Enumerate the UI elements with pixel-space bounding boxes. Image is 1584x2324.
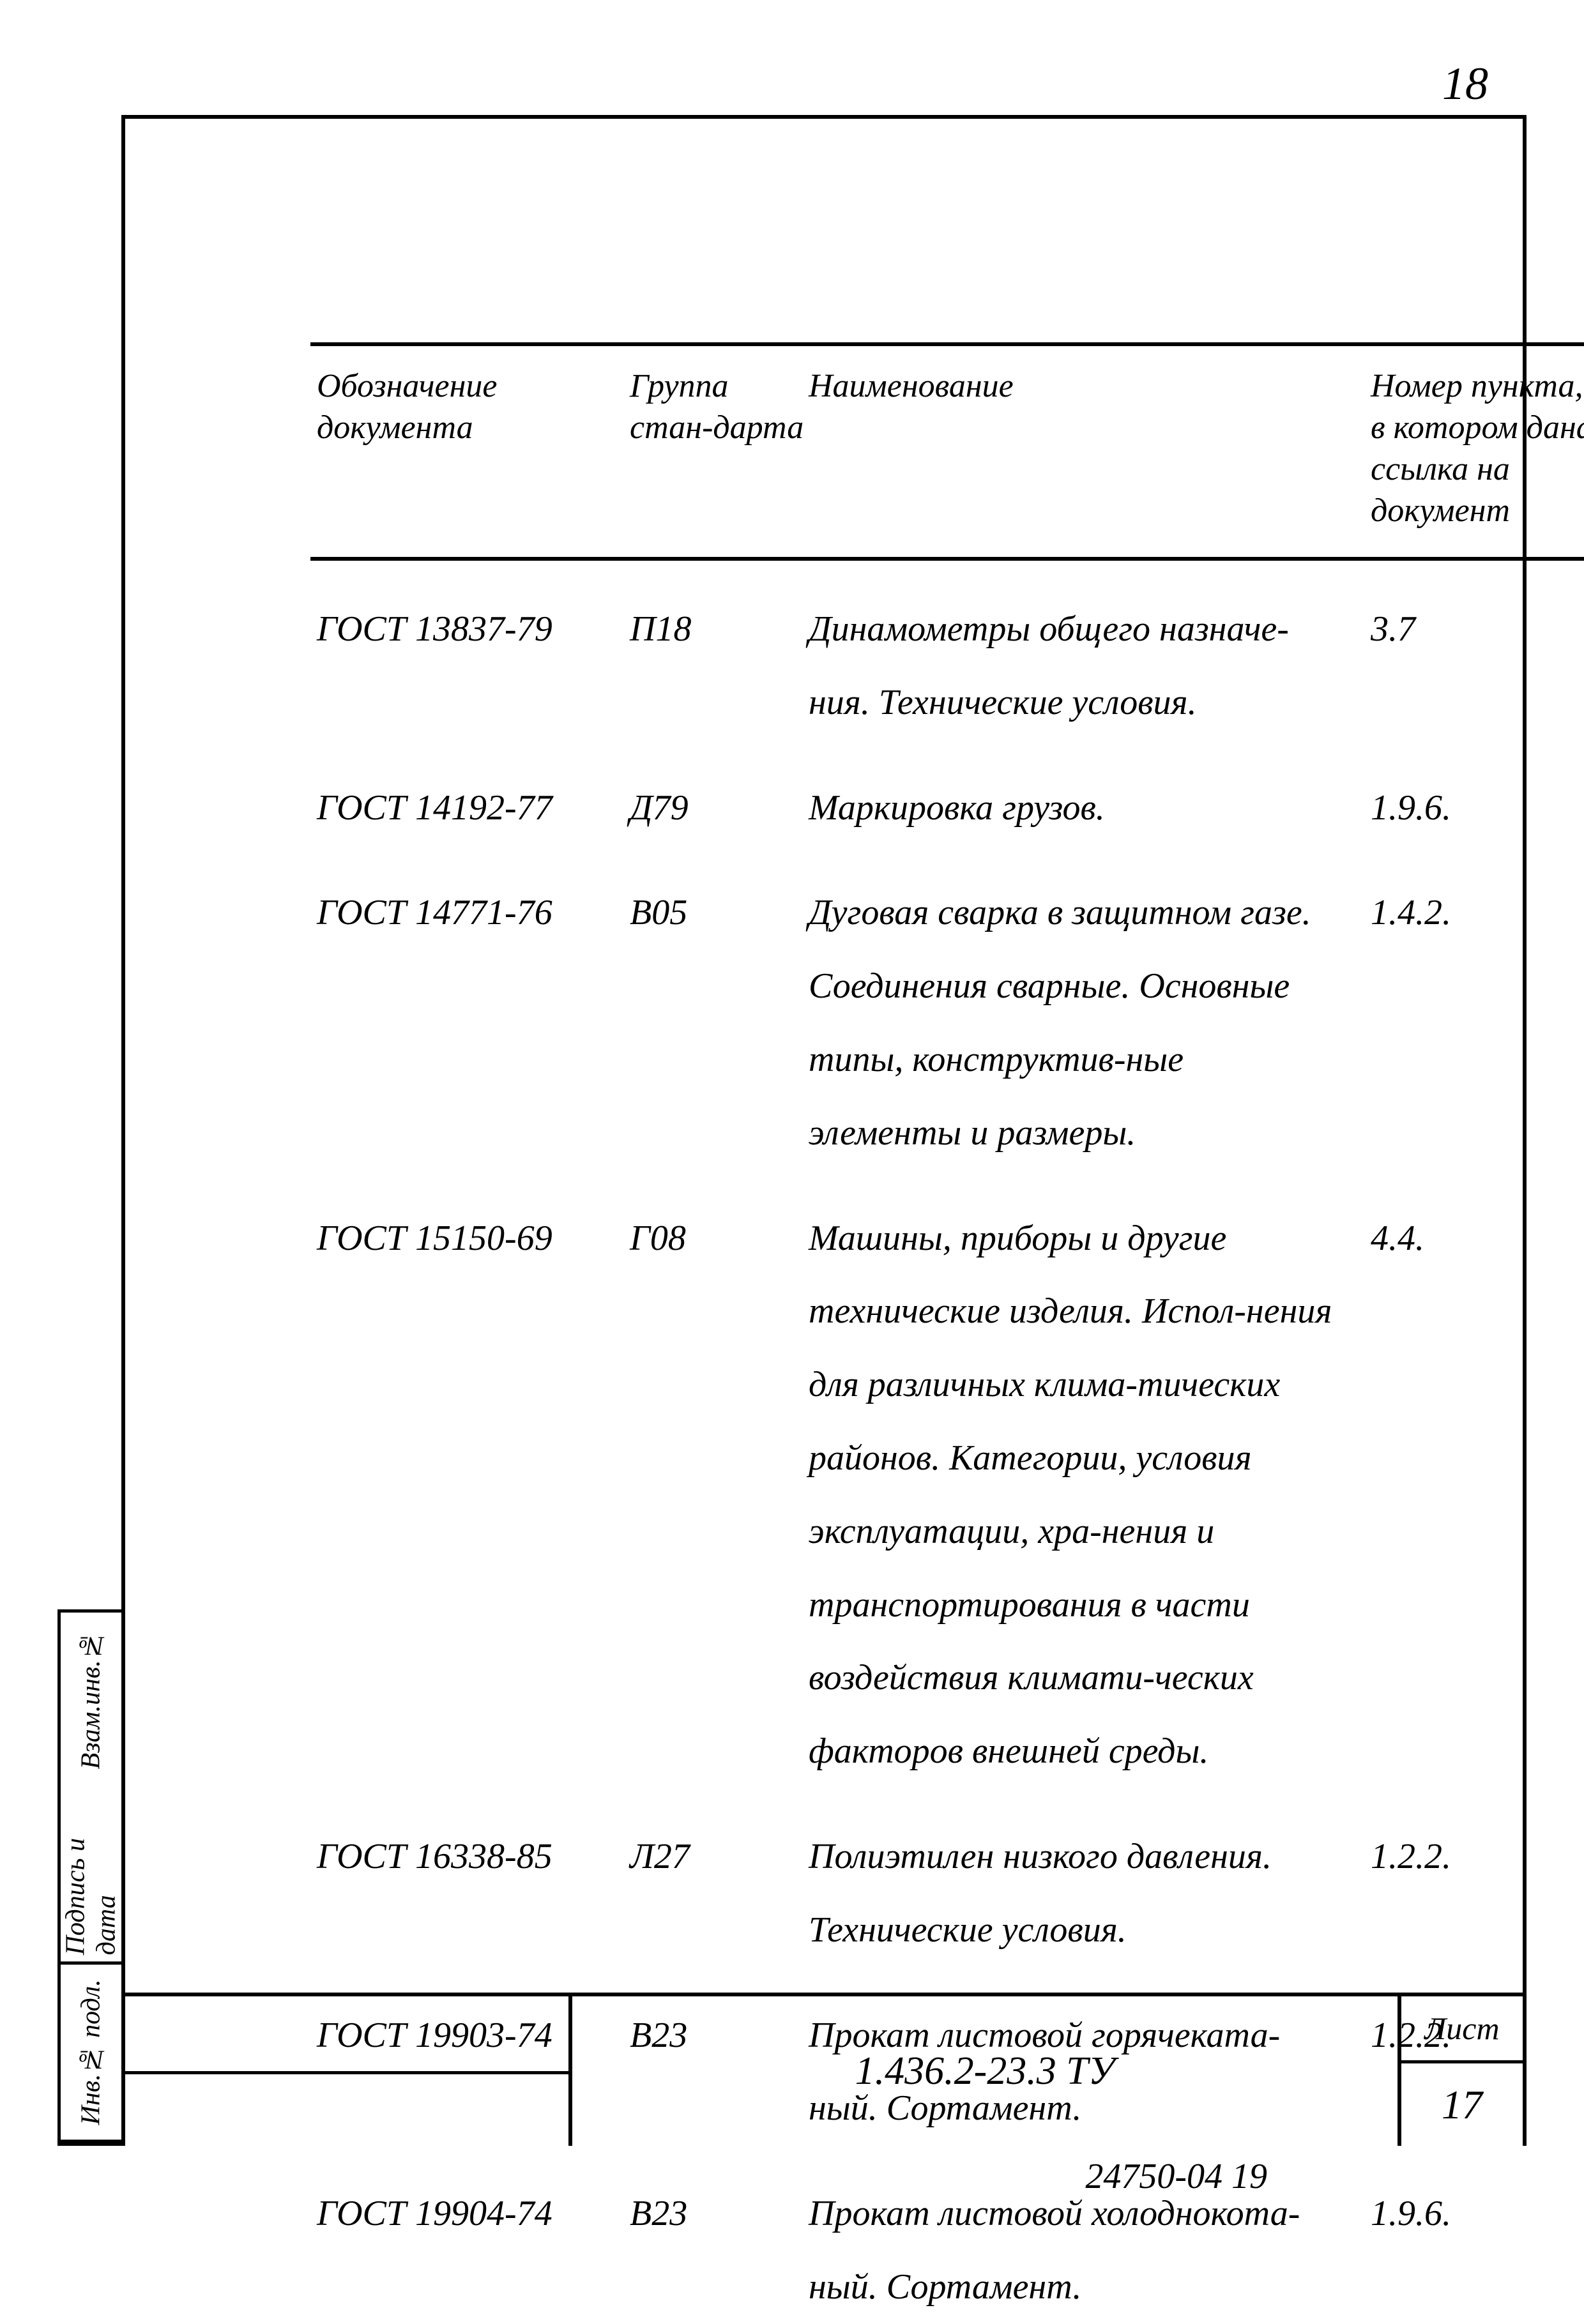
table-row: ГОСТ 16338-85Л27Полиэтилен низкого давле…: [310, 1788, 1584, 1967]
cell-designation: ГОСТ 19904-74: [310, 2177, 630, 2251]
document-code: 1.436.2-23.3 ТУ: [572, 1996, 1401, 2146]
header-designation: Обозначение документа: [310, 365, 630, 531]
cell-ref: 3.7: [1371, 593, 1584, 666]
document-frame: Обозначение документа Группа стан-дарта …: [121, 115, 1527, 2146]
header-name: Наименование: [809, 365, 1371, 531]
cell-designation: ГОСТ 13837-79: [310, 593, 630, 666]
side-cell-vzam: Взам.инв.№: [61, 1613, 121, 1787]
table-header-row: Обозначение документа Группа стан-дарта …: [310, 342, 1584, 561]
cell-group: В23: [630, 2177, 809, 2251]
cell-designation: ГОСТ 14771-76: [310, 876, 630, 950]
title-block-right: Лист 17: [1401, 1996, 1523, 2146]
footer-code: 24750-04 19: [1085, 2156, 1267, 2197]
page-number-top: 18: [1442, 57, 1488, 110]
cell-name: Дуговая сварка в защитном газе. Соединен…: [809, 876, 1371, 1169]
cell-name: Маркировка грузов.: [809, 771, 1371, 845]
cell-group: П18: [630, 593, 809, 666]
cell-name: Машины, приборы и другие технические изд…: [809, 1202, 1371, 1788]
side-cell-podpis: Подпись и дата: [61, 1787, 121, 1964]
cell-ref: 1.2.2.: [1371, 1820, 1584, 1894]
cell-ref: 1.9.6.: [1371, 2177, 1584, 2251]
sheet-label: Лист: [1401, 1996, 1523, 2063]
cell-group: В05: [630, 876, 809, 950]
title-block: 1.436.2-23.3 ТУ Лист 17: [125, 1993, 1523, 2146]
header-group: Группа стан-дарта: [630, 365, 809, 531]
header-ref: Номер пункта, в котором дана ссылка на д…: [1371, 365, 1584, 531]
table-row: ГОСТ 15150-69Г08Машины, приборы и другие…: [310, 1170, 1584, 1788]
cell-group: Д79: [630, 771, 809, 845]
side-cell-inv: Инв.№ подл.: [61, 1965, 121, 2143]
cell-group: Г08: [630, 1202, 809, 1275]
cell-designation: ГОСТ 14192-77: [310, 771, 630, 845]
cell-designation: ГОСТ 15150-69: [310, 1202, 630, 1275]
cell-designation: ГОСТ 16338-85: [310, 1820, 630, 1894]
cell-name: Динамометры общего назначе-ния. Техничес…: [809, 593, 1371, 740]
title-block-left: [125, 1996, 572, 2146]
cell-name: Полиэтилен низкого давления. Технические…: [809, 1820, 1371, 1967]
side-stamp: Взам.инв.№ Подпись и дата Инв.№ подл.: [57, 1609, 121, 2146]
table-row: ГОСТ 14771-76В05Дуговая сварка в защитно…: [310, 844, 1584, 1169]
cell-ref: 1.4.2.: [1371, 876, 1584, 950]
cell-name: Прокат листовой холоднокота-ный. Сортаме…: [809, 2177, 1371, 2324]
cell-group: Л27: [630, 1820, 809, 1894]
cell-ref: 4.4.: [1371, 1202, 1584, 1275]
sheet-number: 17: [1401, 2063, 1523, 2146]
cell-ref: 1.9.6.: [1371, 771, 1584, 845]
table-row: ГОСТ 13837-79П18Динамометры общего назна…: [310, 561, 1584, 740]
table-row: ГОСТ 19904-74В23Прокат листовой холоднок…: [310, 2145, 1584, 2324]
table-row: ГОСТ 14192-77Д79Маркировка грузов.1.9.6.: [310, 740, 1584, 845]
